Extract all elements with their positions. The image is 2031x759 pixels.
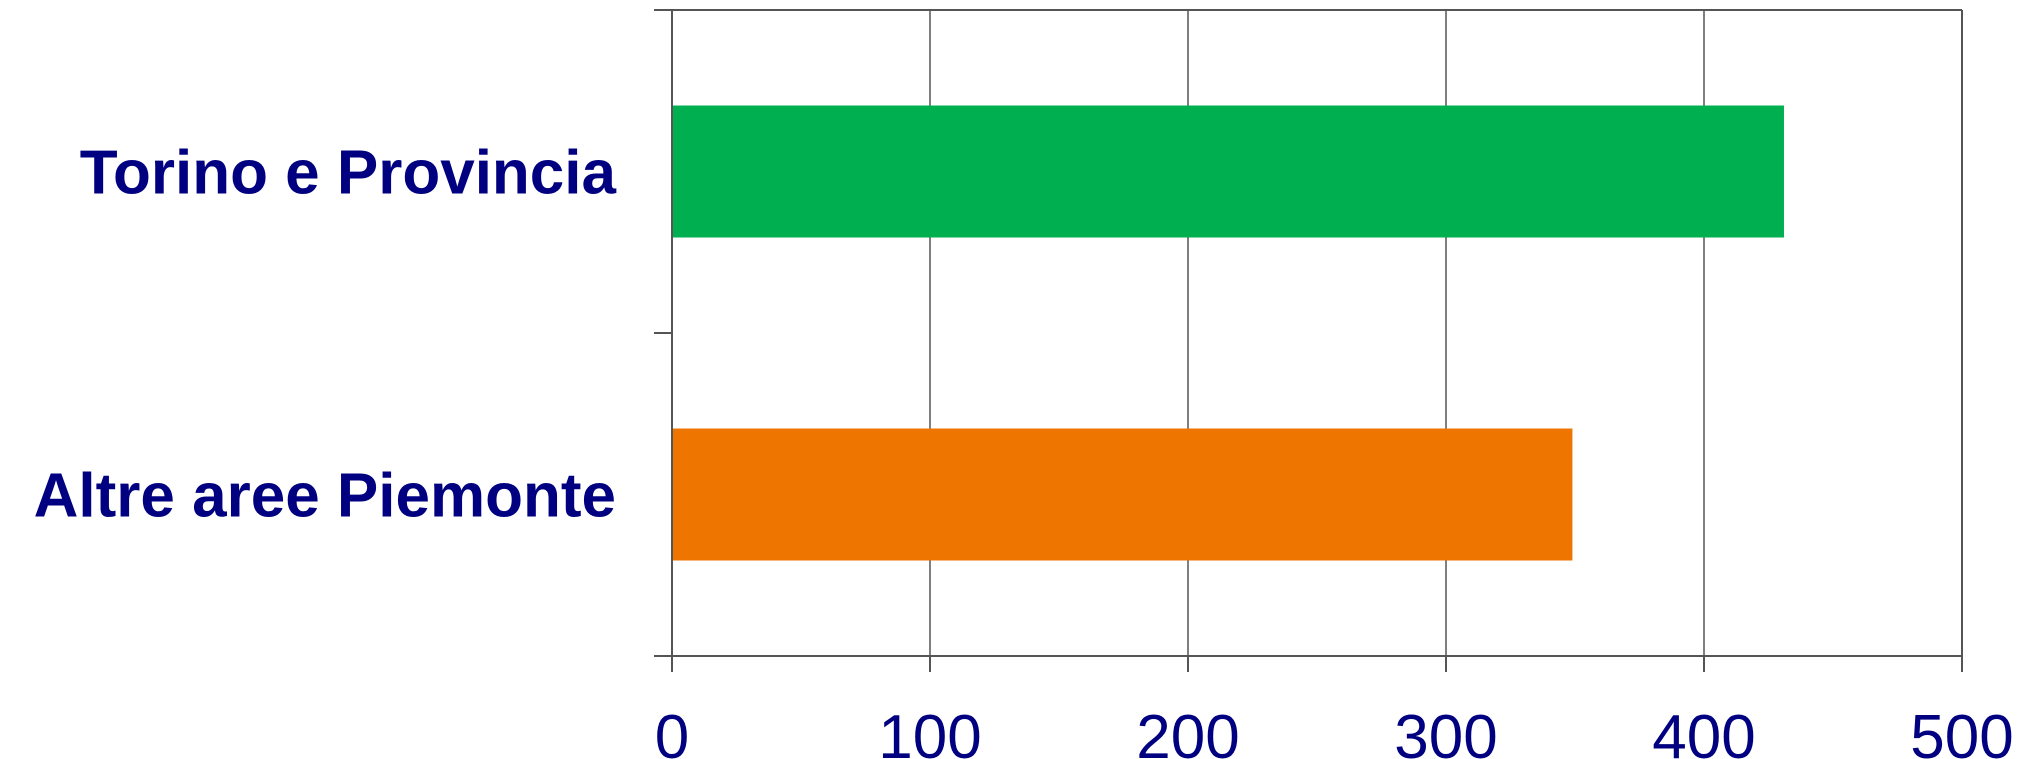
category-labels: Torino e Provincia Altre aree Piemonte — [34, 139, 617, 531]
category-label: Altre aree Piemonte — [34, 462, 616, 531]
x-tick-labels: 0 100 200 300 400 500 — [655, 703, 2014, 759]
x-tick-label: 300 — [1394, 703, 1497, 759]
bar — [672, 428, 1573, 561]
x-tick-label: 400 — [1652, 703, 1755, 759]
x-tick-label: 200 — [1136, 703, 1239, 759]
category-label: Torino e Provincia — [80, 139, 617, 208]
bar — [672, 105, 1784, 238]
x-tick-label: 0 — [655, 703, 689, 759]
bars — [672, 105, 1784, 561]
x-tick-label: 100 — [878, 703, 981, 759]
axes — [654, 9, 1963, 672]
x-tick-label: 500 — [1910, 703, 2013, 759]
